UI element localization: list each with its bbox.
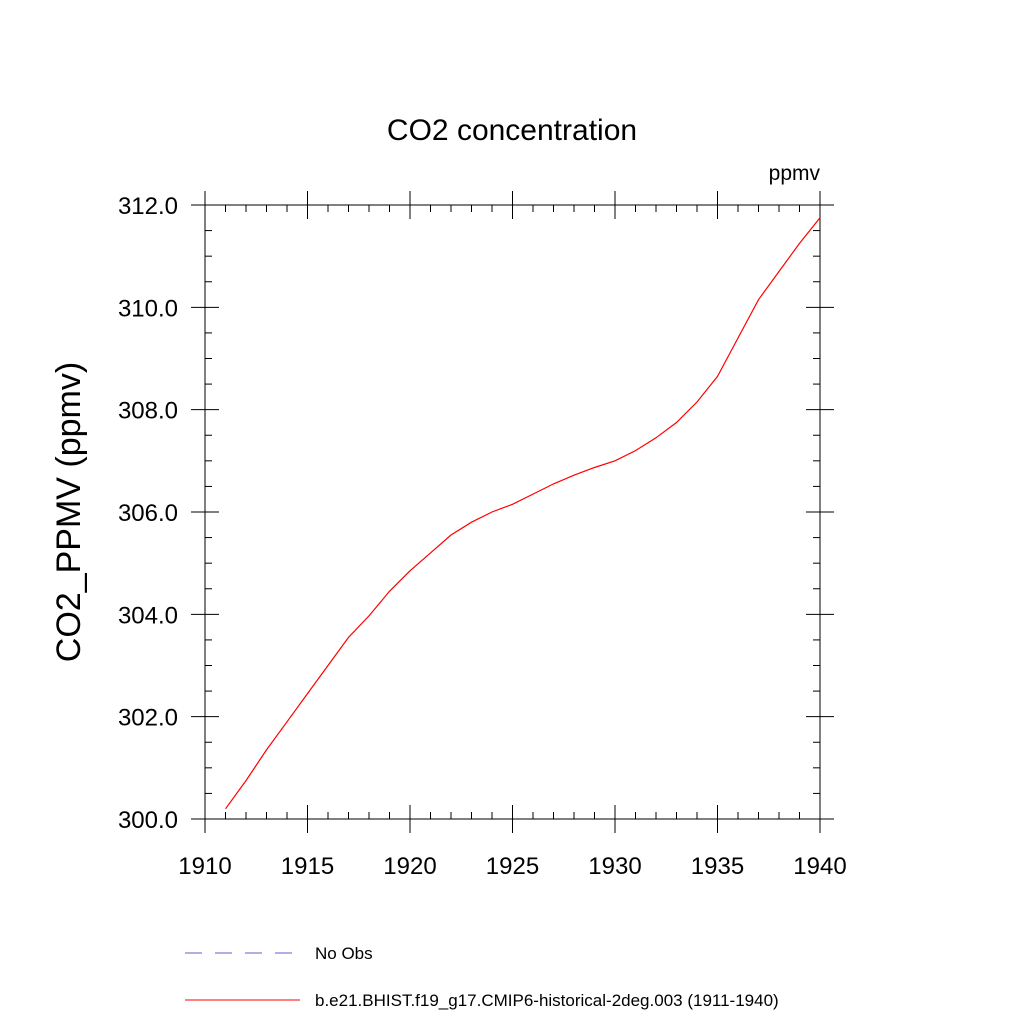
series-line (225, 217, 821, 810)
chart-title: CO2 concentration (387, 114, 637, 147)
x-tick-label: 1935 (691, 853, 744, 880)
y-tick-label: 312.0 (118, 193, 178, 220)
y-tick-label: 300.0 (118, 807, 178, 834)
legend-label: No Obs (315, 944, 373, 963)
y-axis-label: CO2_PPMV (ppmv) (50, 362, 88, 662)
x-tick-label: 1910 (178, 853, 231, 880)
series-layer (225, 217, 821, 810)
y-tick-label: 310.0 (118, 295, 178, 322)
x-tick-label: 1925 (486, 853, 539, 880)
x-tick-label: 1915 (281, 853, 334, 880)
y-tick-label: 302.0 (118, 705, 178, 732)
y-tick-label: 304.0 (118, 602, 178, 629)
x-tick-label: 1940 (793, 853, 846, 880)
axes-group: 1910 1915 1920 1925 1930 1935 1940 300.0 302.0 30… (118, 191, 847, 880)
x-tick-label: 1930 (588, 853, 641, 880)
legend: No Obs b.e21.BHIST.f19_g17.CMIP6-historic… (185, 944, 779, 1010)
x-tick-label: 1920 (383, 853, 436, 880)
legend-label: b.e21.BHIST.f19_g17.CMIP6-historical-2de… (315, 991, 779, 1010)
y-tick-label: 308.0 (118, 398, 178, 425)
plot-frame (204, 204, 821, 820)
units-label: ppmv (769, 162, 821, 185)
y-tick-label: 306.0 (118, 500, 178, 527)
